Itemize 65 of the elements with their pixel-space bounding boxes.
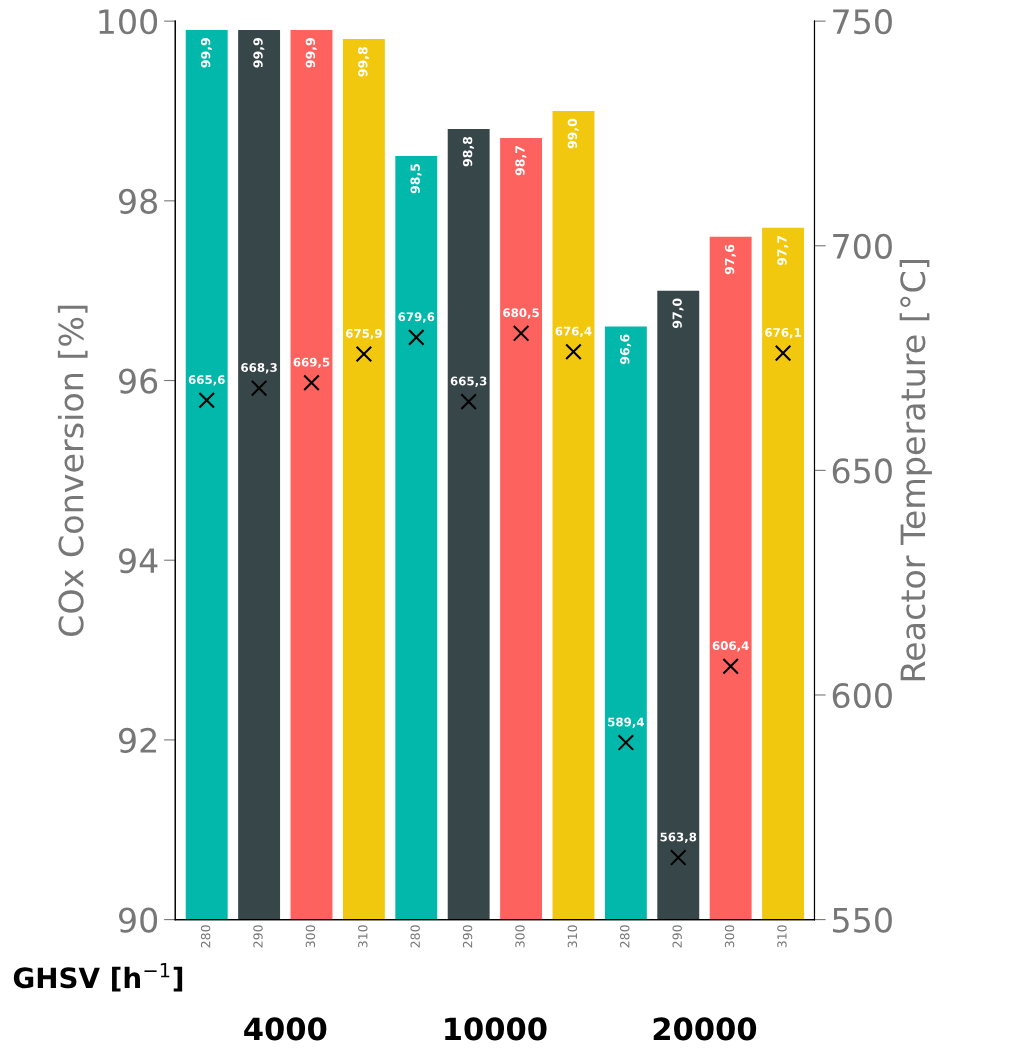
y2-axis-title: Reactor Temperature [°C]: [899, 260, 932, 681]
y-tick-label: 94: [118, 548, 158, 574]
data-label: 99,9: [305, 38, 317, 68]
data-label: 98,5: [410, 163, 422, 194]
data-label: 99,0: [567, 118, 579, 149]
x-axis-title: GHSV [h$^{−1}$]: [13, 963, 183, 992]
data-label: 675,9: [345, 328, 382, 340]
y2-tick-label: 650: [832, 458, 892, 484]
x-tick-label: 300: [305, 925, 316, 948]
point: [774, 344, 792, 362]
y2-tick-label: 750: [833, 9, 892, 35]
text: 4000: [244, 1017, 327, 1041]
point: [355, 345, 373, 363]
data-label: 563,8: [660, 832, 697, 843]
point: [565, 343, 582, 361]
text: 10000: [445, 1017, 547, 1041]
y2-tick-label: 600: [832, 682, 892, 709]
x-tick-label: 280: [620, 925, 630, 948]
point: [303, 374, 320, 392]
y-tick-label: 98: [118, 188, 158, 214]
point: [722, 657, 739, 675]
x-tick-label: 290: [253, 925, 263, 948]
data-label: 669,5: [293, 357, 330, 369]
x-tick-label: 310: [567, 925, 578, 948]
point: [407, 329, 425, 346]
data-label: 606,4: [712, 641, 749, 652]
data-label: 665,6: [188, 375, 225, 386]
data-label: 97,7: [777, 235, 789, 266]
data-label: 98,8: [462, 136, 474, 167]
x-tick-label: 280: [200, 925, 211, 948]
data-label: 676,1: [765, 328, 801, 339]
point: [460, 393, 478, 410]
y-axis-title: COx Conversion [%]: [57, 305, 88, 636]
y2-tick-label: 550: [833, 907, 892, 933]
x-tick-label: 280: [410, 925, 420, 948]
point: [512, 325, 530, 342]
x-tick-label: 300: [724, 925, 735, 948]
data-label: 589,4: [608, 717, 644, 728]
point: [617, 734, 635, 751]
y-tick-label: 100: [99, 9, 158, 35]
point: [250, 379, 268, 397]
y-tick-label: 90: [118, 907, 158, 933]
data-label: 98,7: [515, 146, 527, 176]
x-tick-label: 310: [358, 925, 368, 948]
data-label: 680,5: [503, 308, 539, 319]
y2-tick-label: 700: [833, 233, 892, 259]
point: [198, 391, 216, 409]
x-tick-label: 310: [777, 925, 787, 948]
data-label: 679,6: [398, 312, 435, 323]
x-tick-label: 300: [515, 925, 525, 948]
data-label: 99,9: [200, 38, 212, 68]
data-label: 665,3: [450, 376, 487, 387]
y-tick-label: 96: [118, 368, 158, 394]
text: 20000: [653, 1017, 757, 1041]
data-label: 676,4: [555, 326, 592, 338]
x-tick-label: 290: [462, 925, 473, 948]
point: [669, 849, 687, 866]
data-label: 99,8: [358, 47, 370, 77]
data-label: 668,3: [241, 363, 277, 374]
x-tick-label: 290: [672, 925, 682, 948]
y-tick-label: 92: [118, 727, 156, 754]
data-label: 99,9: [253, 38, 265, 68]
data-label: 96,6: [620, 334, 632, 364]
data-label: 97,6: [724, 244, 736, 275]
data-label: 97,0: [672, 298, 684, 329]
